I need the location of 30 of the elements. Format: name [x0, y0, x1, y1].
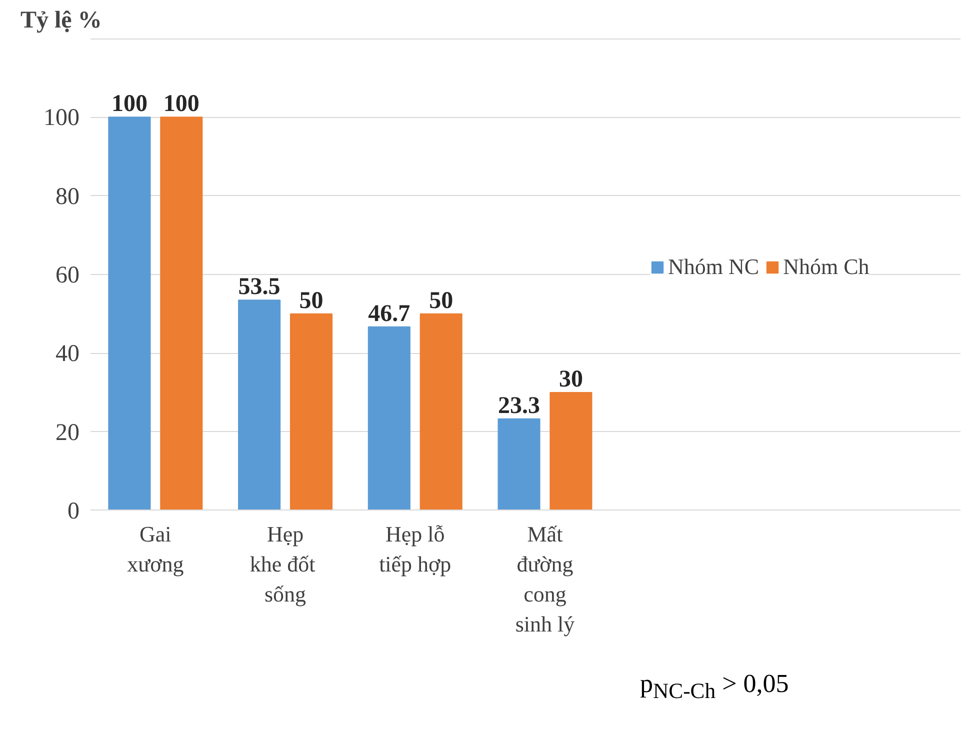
bar: [550, 392, 592, 510]
data-label: 46.7: [368, 300, 410, 327]
data-label: 50: [299, 288, 324, 314]
bar: [420, 313, 462, 510]
x-tick-label: Gai xương: [127, 522, 184, 576]
x-tick-label: Hẹp lỗ tiếp hợp: [379, 522, 452, 576]
bar: [498, 418, 540, 510]
x-tick-label: Hẹp khe đốt sống: [250, 522, 316, 606]
text: p$_{NC-Ch}$ > 0,05: [640, 668, 789, 706]
y-tick-label: 100: [44, 105, 80, 132]
y-tick-label: 40: [56, 341, 80, 368]
data-label: 30: [558, 366, 583, 392]
y-tick-label: 0: [68, 498, 80, 524]
y-axis-title: Tỷ lệ %: [20, 8, 102, 34]
bar: [160, 116, 203, 510]
legend-label: Nhóm Ch: [783, 254, 870, 280]
bar: [108, 116, 151, 510]
bar: [368, 326, 410, 510]
bar: [290, 313, 333, 510]
data-label: 23.3: [498, 392, 540, 419]
data-label: 50: [429, 288, 454, 314]
y-tick-label: 20: [56, 420, 80, 446]
y-tick-label: 60: [56, 262, 80, 288]
bar: [238, 300, 281, 510]
data-label: 100: [111, 91, 148, 118]
legend-label: Nhóm NC: [668, 254, 760, 280]
data-label: 100: [163, 91, 200, 118]
y-tick-label: 80: [56, 184, 80, 210]
x-tick-label: Mất đường cong sinh lý: [515, 522, 575, 636]
data-label: 53.5: [238, 274, 280, 300]
